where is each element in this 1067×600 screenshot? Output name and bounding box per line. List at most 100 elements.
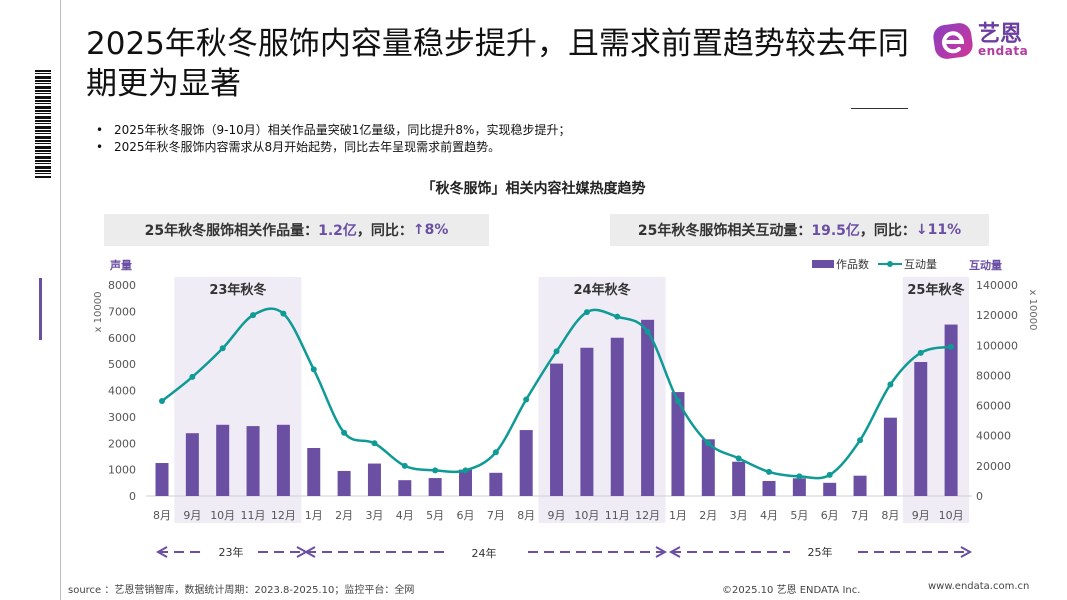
x-tick-label: 6月 — [457, 509, 475, 522]
y-right-axis-title: 互动量 — [969, 258, 1002, 272]
x-tick-label: 5月 — [790, 509, 808, 522]
y-right-tick-label: 100000 — [976, 339, 1018, 352]
x-tick-label: 10月 — [939, 509, 964, 522]
bar-works — [337, 470, 351, 496]
line-point — [280, 310, 287, 317]
chart-title: 「秋冬服饰」相关内容社媒热度趋势 — [421, 181, 646, 197]
y-right-tick-label: 0 — [976, 490, 983, 503]
line-point — [523, 396, 530, 403]
x-tick-label: 2月 — [699, 509, 717, 522]
y-left-tick-label: 1000 — [108, 464, 136, 477]
bar-works — [883, 417, 897, 496]
bullet-text: 2025年秋冬服饰（9-10月）相关作品量突破1亿量级，同比提升8%，实现稳步提… — [114, 123, 571, 137]
bar-works — [276, 424, 290, 496]
x-tick-label: 8月 — [153, 509, 171, 522]
line-point — [614, 313, 621, 320]
line-point — [583, 309, 590, 316]
x-tick-label: 4月 — [396, 509, 414, 522]
line-point — [219, 345, 226, 352]
legend-bar-swatch — [812, 260, 834, 268]
line-point — [189, 373, 196, 380]
bullet-text: 2025年秋冬服饰内容需求从8月开始起势，同比去年呈现需求前置趋势。 — [114, 140, 501, 154]
stat-box-works: 25年秋冬服饰相关作品量： 1.2亿 ，同比： ↑8% — [104, 214, 489, 246]
stat-value: 1.2亿 — [318, 223, 357, 239]
legend-label: 互动量 — [904, 258, 937, 271]
x-tick-label: 10月 — [210, 509, 235, 522]
stat-value: 19.5亿 — [811, 223, 860, 239]
bar-works — [701, 439, 715, 496]
bullet-item: • 2025年秋冬服饰（9-10月）相关作品量突破1亿量级，同比提升8%，实现稳步… — [96, 123, 571, 137]
y-left-tick-label: 6000 — [108, 332, 136, 345]
x-tick-label: 3月 — [365, 509, 383, 522]
left-divider — [60, 0, 61, 600]
stat-label: 25年秋冬服饰相关作品量： — [144, 223, 319, 239]
bar-works — [550, 363, 564, 496]
x-tick-label: 2月 — [335, 509, 353, 522]
line-point — [432, 467, 439, 474]
line-point — [371, 440, 378, 447]
line-point — [766, 468, 772, 475]
accent-bar — [39, 278, 42, 340]
highlight-region — [902, 277, 970, 523]
footer-source: source ：艺恩营销智库，数据统计周期：2023.8-2025.10；监控平… — [68, 585, 415, 596]
logo-text: 艺恩 — [978, 22, 1023, 47]
bar-works — [367, 463, 381, 496]
y-right-tick-label: 60000 — [976, 400, 1011, 413]
title-underline — [851, 108, 908, 109]
year-arrow-right-icon — [655, 546, 668, 558]
stat-sep: ，同比： — [859, 223, 916, 239]
bar-works — [489, 472, 503, 496]
line-point — [341, 429, 348, 436]
bar-works — [762, 480, 776, 496]
legend-label: 作品数 — [836, 258, 869, 271]
x-tick-label: 10月 — [574, 509, 599, 522]
bar-works — [428, 478, 442, 496]
footer-copyright: ©2025.10 艺恩 ENDATA Inc. — [722, 585, 861, 596]
x-tick-label: 1月 — [305, 509, 323, 522]
x-tick-label: 7月 — [487, 509, 505, 522]
bar-works — [155, 463, 169, 496]
highlight-label: 25年秋冬 — [907, 282, 964, 298]
line-point — [826, 471, 833, 478]
line-point — [796, 473, 803, 480]
x-tick-label: 8月 — [517, 509, 535, 522]
line-point — [917, 349, 924, 356]
x-tick-label: 9月 — [912, 509, 930, 522]
x-tick-label: 9月 — [183, 509, 201, 522]
bar-works — [610, 337, 624, 496]
line-point — [735, 455, 742, 462]
line-point — [310, 366, 317, 373]
x-tick-label: 11月 — [241, 509, 266, 522]
y-right-tick-label: 120000 — [976, 309, 1018, 322]
y-right-tick-label: 140000 — [976, 279, 1018, 292]
bar-works — [914, 362, 928, 496]
line-point — [159, 398, 165, 405]
legend-line-dot — [887, 261, 893, 267]
bar-works — [944, 324, 958, 496]
x-tick-label: 11月 — [605, 509, 630, 522]
x-tick-label: 5月 — [426, 509, 444, 522]
x-tick-label: 12月 — [635, 509, 660, 522]
line-point — [857, 437, 864, 444]
bar-works — [671, 392, 685, 496]
stat-change: ↑8% — [412, 222, 449, 238]
stat-change: ↓11% — [915, 222, 962, 238]
y-left-tick-label: 4000 — [108, 385, 136, 398]
x-tick-label: 1月 — [669, 509, 687, 522]
bar-works — [580, 347, 594, 496]
footer-website[interactable]: www.endata.com.cn — [928, 581, 1030, 592]
y-left-tick-label: 3000 — [108, 411, 136, 424]
line-point — [887, 381, 894, 388]
y-left-tick-label: 8000 — [108, 279, 136, 292]
line-point — [401, 462, 408, 469]
year-label: 23年 — [219, 545, 244, 559]
line-point — [948, 343, 955, 350]
bar-works — [246, 426, 260, 496]
line-point — [250, 312, 257, 319]
highlight-label: 24年秋冬 — [574, 282, 631, 298]
barcode-decoration — [35, 70, 51, 178]
endata-logo-icon — [933, 23, 973, 59]
line-point — [492, 449, 499, 456]
bar-works — [792, 478, 806, 496]
